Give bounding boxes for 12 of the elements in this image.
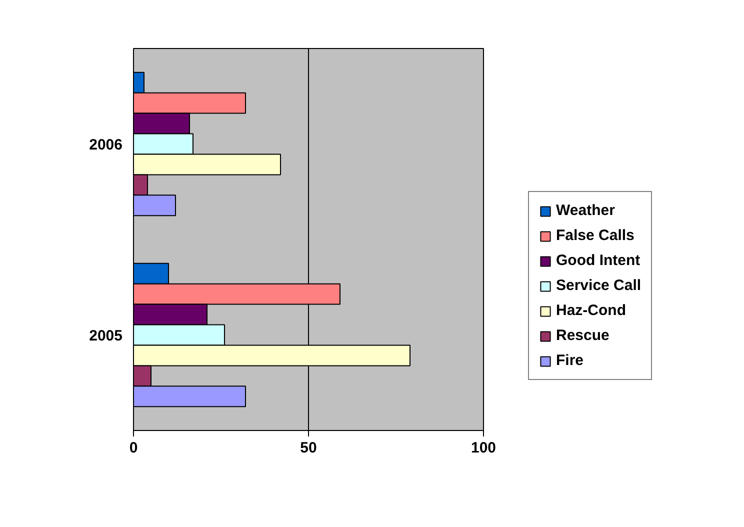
y-tick-label: 2005 (89, 328, 123, 344)
legend-label: Fire (556, 352, 584, 369)
legend-label: Weather (556, 202, 615, 219)
legend-label: Haz-Cond (556, 302, 626, 319)
x-tick-label: 50 (300, 440, 317, 456)
x-tick-label: 0 (129, 440, 138, 456)
x-tick-label: 100 (470, 440, 496, 456)
legend-label: Good Intent (556, 252, 640, 269)
legend-label: Service Call (556, 277, 642, 294)
legend-label: False Calls (556, 227, 634, 244)
y-tick-label: 2006 (89, 136, 123, 154)
legend-label: Rescue (556, 327, 610, 344)
